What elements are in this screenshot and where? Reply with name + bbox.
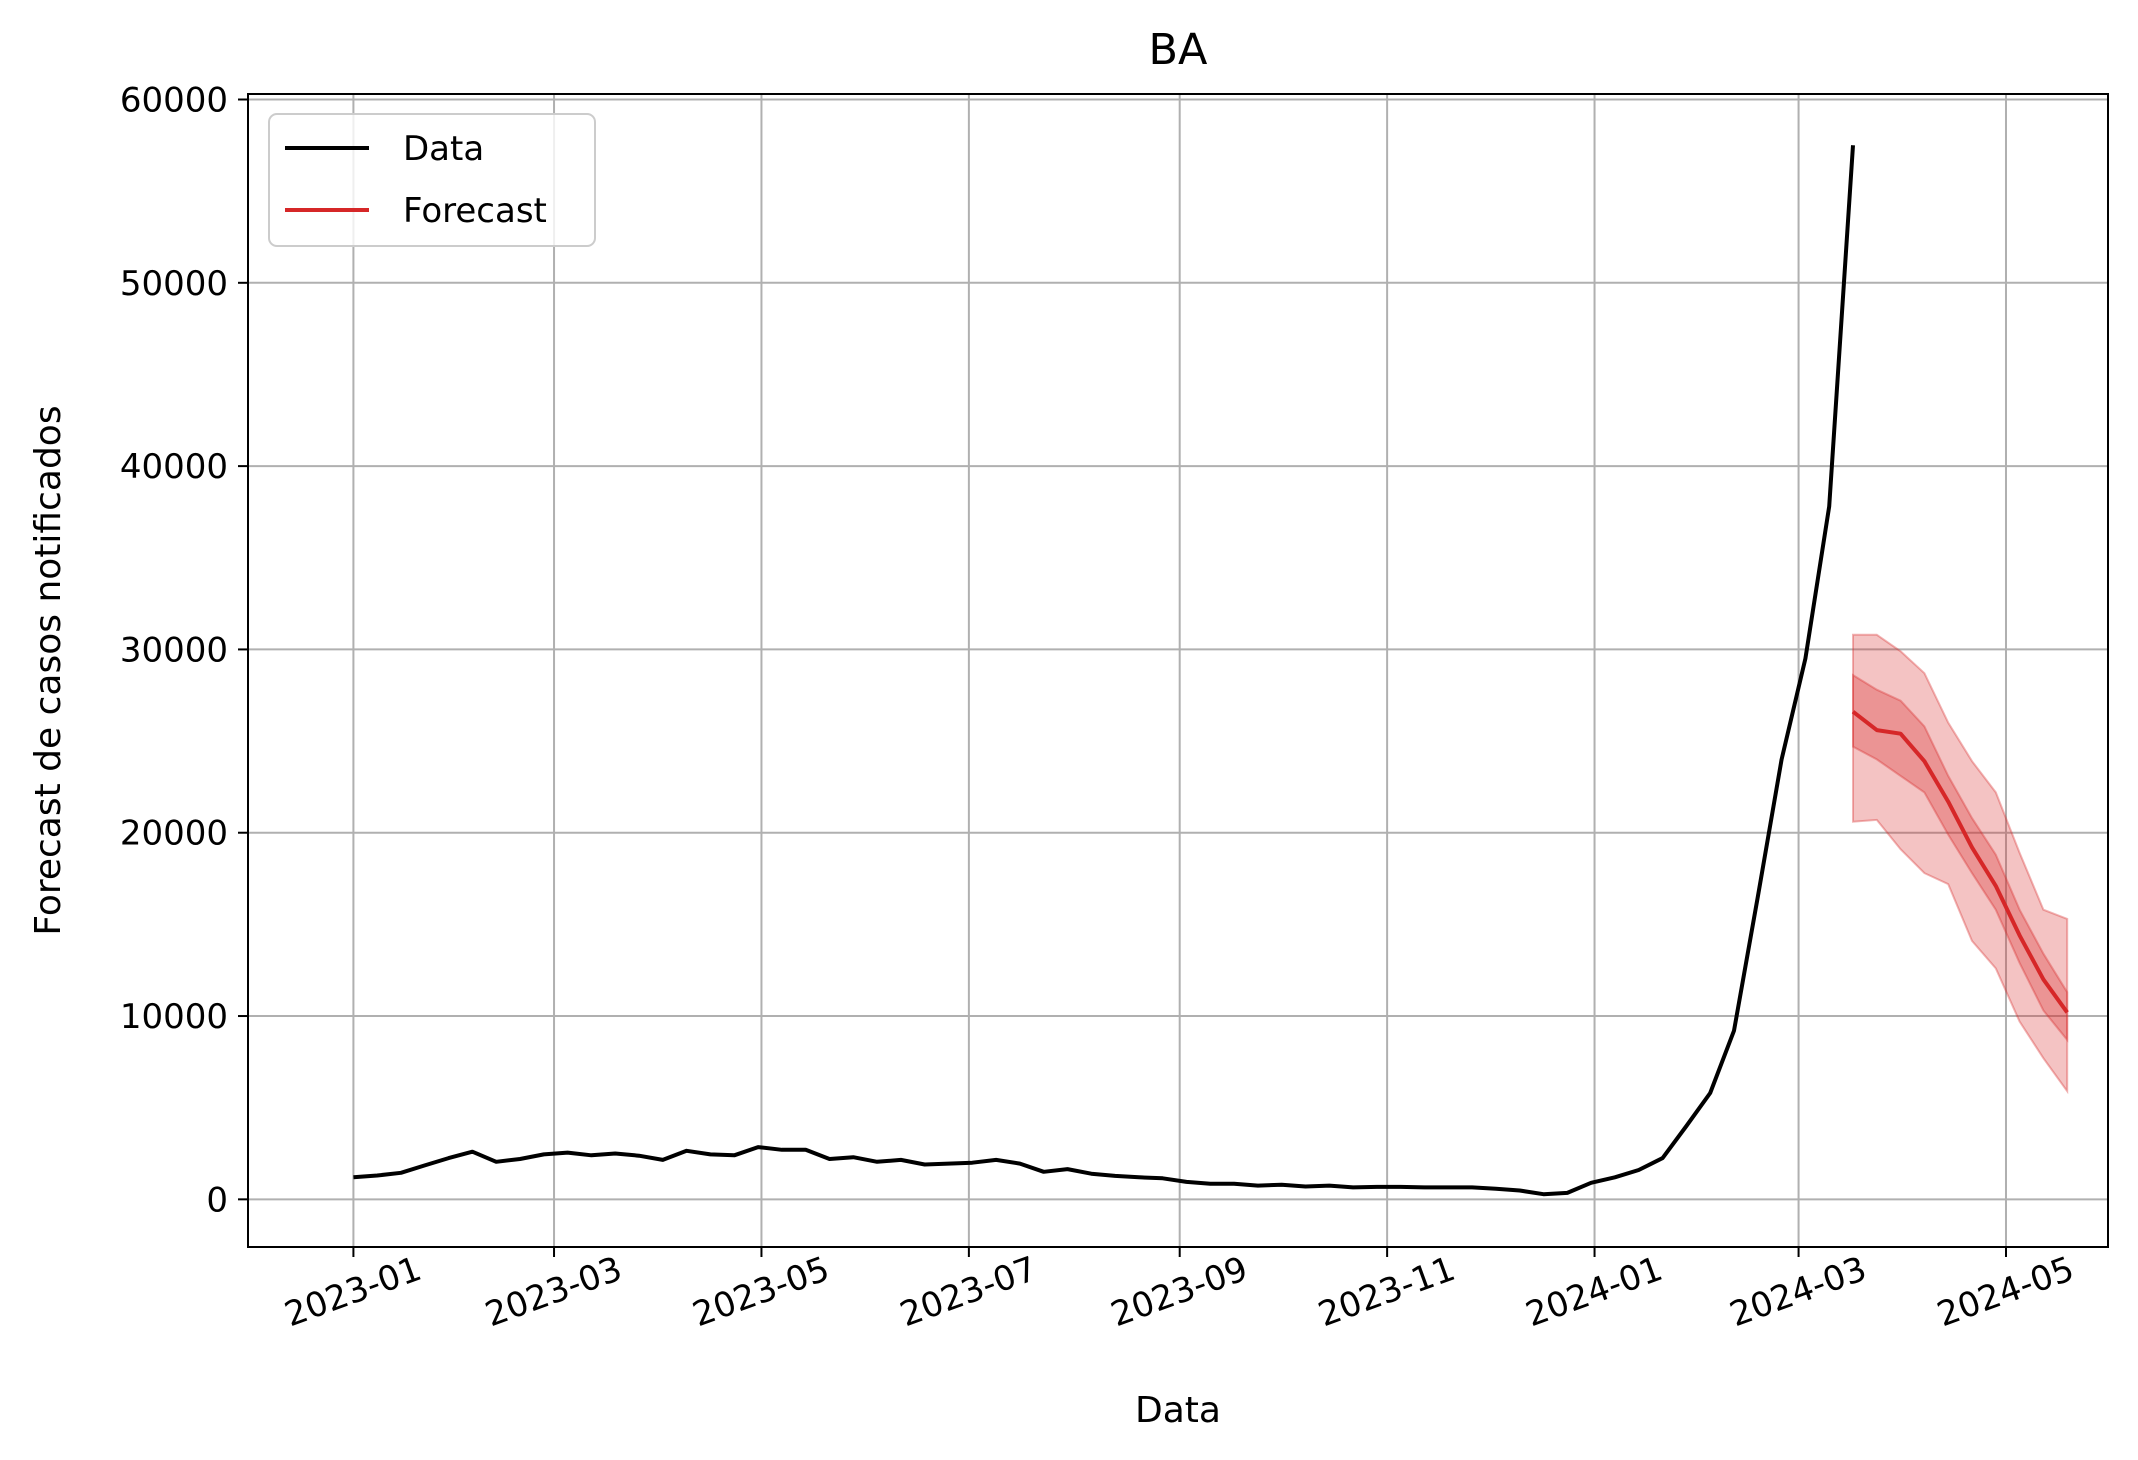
y-tick-label: 0 <box>206 1180 228 1220</box>
y-tick-label: 30000 <box>120 630 228 670</box>
forecast-interval-50 <box>1852 673 2069 1043</box>
series-line-data <box>353 145 1855 1197</box>
y-tick-label: 10000 <box>120 997 228 1037</box>
series-line-forecast <box>1851 710 2069 1014</box>
y-axis-ticks: 0 10000 20000 30000 40000 50000 60000 <box>120 80 248 1220</box>
x-axis-label: Data <box>1135 1390 1221 1431</box>
series-lines <box>353 145 2069 1197</box>
y-tick-label: 60000 <box>120 80 228 120</box>
forecast-interval-95 <box>1852 633 2069 1095</box>
y-tick-label: 20000 <box>120 814 228 854</box>
y-tick-label: 50000 <box>120 264 228 304</box>
plot-frame <box>247 93 2109 1248</box>
grid-lines <box>248 94 2108 1247</box>
legend-label-forecast: Forecast <box>403 191 547 231</box>
y-axis-label: Forecast de casos notificados <box>28 405 69 935</box>
chart-title: BA <box>1149 25 1208 75</box>
legend: Data Forecast <box>268 113 596 247</box>
legend-label-data: Data <box>403 129 484 169</box>
y-tick-label: 40000 <box>120 447 228 487</box>
forecast-intervals <box>1852 633 2069 1095</box>
